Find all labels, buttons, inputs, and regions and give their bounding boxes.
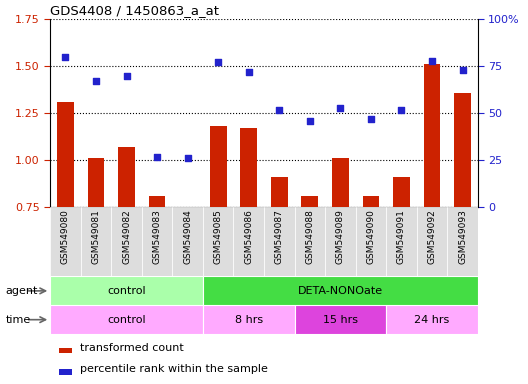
Bar: [363, 196, 379, 207]
Bar: [57, 102, 74, 207]
Text: GSM549091: GSM549091: [397, 209, 406, 264]
Bar: [172, 207, 203, 276]
Bar: [423, 65, 440, 207]
Bar: [240, 128, 257, 207]
Text: GSM549087: GSM549087: [275, 209, 284, 264]
Text: DETA-NONOate: DETA-NONOate: [298, 286, 383, 296]
Bar: [59, 369, 72, 375]
Bar: [203, 276, 478, 305]
Bar: [50, 207, 81, 276]
Bar: [332, 159, 349, 207]
Text: agent: agent: [5, 286, 37, 296]
Text: GSM549093: GSM549093: [458, 209, 467, 264]
Point: [153, 154, 162, 160]
Text: percentile rank within the sample: percentile rank within the sample: [80, 364, 268, 374]
Point: [122, 73, 131, 79]
Text: GSM549085: GSM549085: [214, 209, 223, 264]
Bar: [111, 207, 142, 276]
Text: GSM549088: GSM549088: [305, 209, 314, 264]
Bar: [142, 207, 172, 276]
Bar: [233, 207, 264, 276]
Bar: [264, 207, 295, 276]
Text: transformed count: transformed count: [80, 343, 184, 353]
Point: [183, 156, 192, 162]
Bar: [301, 196, 318, 207]
Point: [92, 78, 100, 84]
Text: 15 hrs: 15 hrs: [323, 314, 358, 325]
Bar: [325, 207, 356, 276]
Point: [61, 54, 70, 60]
Text: GSM549089: GSM549089: [336, 209, 345, 264]
Point: [397, 106, 406, 113]
Bar: [203, 207, 233, 276]
Text: time: time: [5, 314, 31, 325]
Point: [366, 116, 375, 122]
Point: [275, 106, 284, 113]
Bar: [386, 207, 417, 276]
Bar: [271, 177, 288, 207]
Bar: [59, 348, 72, 353]
Bar: [118, 147, 135, 207]
Bar: [447, 207, 478, 276]
Bar: [210, 126, 227, 207]
Text: GSM549082: GSM549082: [122, 209, 131, 264]
Point: [428, 58, 436, 64]
Text: GSM549092: GSM549092: [428, 209, 437, 264]
Bar: [88, 159, 105, 207]
Text: control: control: [107, 314, 146, 325]
Text: 8 hrs: 8 hrs: [234, 314, 263, 325]
Text: GSM549090: GSM549090: [366, 209, 375, 264]
Point: [336, 104, 345, 111]
Bar: [386, 305, 478, 334]
Text: GSM549084: GSM549084: [183, 209, 192, 264]
Text: GSM549081: GSM549081: [91, 209, 100, 264]
Bar: [50, 305, 203, 334]
Point: [214, 60, 222, 66]
Point: [244, 69, 253, 75]
Bar: [81, 207, 111, 276]
Text: GDS4408 / 1450863_a_at: GDS4408 / 1450863_a_at: [50, 3, 219, 17]
Text: control: control: [107, 286, 146, 296]
Bar: [417, 207, 447, 276]
Bar: [356, 207, 386, 276]
Text: GSM549083: GSM549083: [153, 209, 162, 264]
Bar: [203, 305, 295, 334]
Bar: [454, 93, 471, 207]
Point: [458, 67, 467, 73]
Text: GSM549086: GSM549086: [244, 209, 253, 264]
Bar: [295, 305, 386, 334]
Bar: [393, 177, 410, 207]
Bar: [50, 276, 203, 305]
Text: 24 hrs: 24 hrs: [414, 314, 450, 325]
Bar: [149, 196, 165, 207]
Bar: [295, 207, 325, 276]
Text: GSM549080: GSM549080: [61, 209, 70, 264]
Point: [306, 118, 314, 124]
